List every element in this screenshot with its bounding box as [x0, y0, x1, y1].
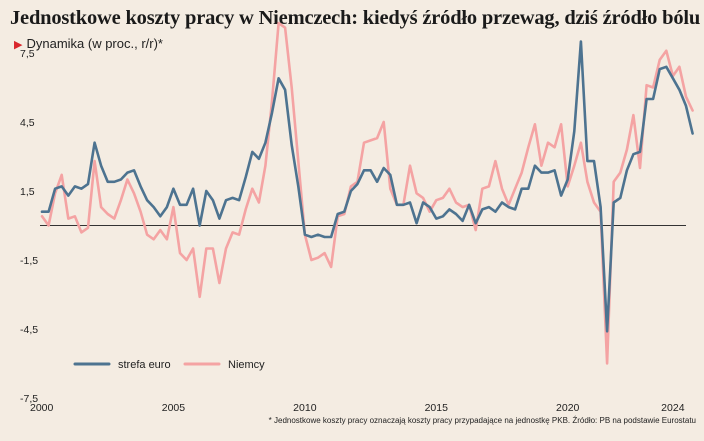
x-tick-label: 2020: [556, 402, 580, 414]
y-tick-label: -4,5: [20, 324, 38, 336]
y-tick-label: 7,5: [20, 48, 35, 60]
subtitle-text: Dynamika (w proc., r/r)*: [26, 36, 163, 51]
x-tick-label: 2010: [293, 402, 317, 414]
x-tick-label: 2005: [162, 402, 186, 414]
triangle-marker-icon: ▶: [14, 39, 23, 51]
y-tick-label: 4,5: [20, 117, 35, 129]
y-tick-label: 1,5: [20, 186, 35, 198]
series-line-niemcy: [40, 21, 694, 365]
chart-series: [40, 21, 694, 365]
chart-subtitle: ▶ Dynamika (w proc., r/r)*: [14, 36, 163, 51]
y-axis-ticks: 7,5 4,5 1,5 -1,5 -4,5 -7,5: [20, 48, 38, 405]
legend-label: Niemcy: [228, 359, 265, 371]
x-tick-label: 2024: [661, 402, 685, 414]
x-axis-ticks: 2000 2005 2010 2015 2020 2024: [30, 402, 685, 414]
chart-title: Jednostkowe koszty pracy w Niemczech: ki…: [10, 7, 701, 29]
chart-legend: strefa euro Niemcy: [73, 359, 265, 371]
x-tick-label: 2015: [425, 402, 449, 414]
y-tick-label: -7,5: [20, 393, 38, 405]
series-line-strefa-euro: [40, 40, 694, 333]
footnote: * Jednostkowe koszty pracy oznaczają kos…: [268, 416, 696, 425]
x-tick-label: 2000: [30, 402, 54, 414]
y-tick-label: -1,5: [20, 255, 38, 267]
legend-label: strefa euro: [118, 359, 171, 371]
